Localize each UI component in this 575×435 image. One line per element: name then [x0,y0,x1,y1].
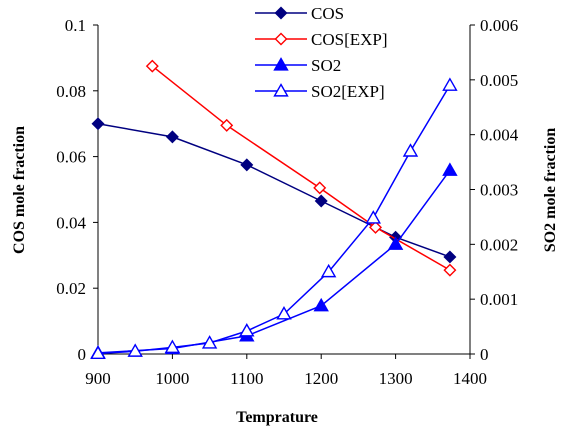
data-point-so2-exp [276,306,292,320]
legend-item-so2: SO2 [255,56,341,75]
x-tick-label: 1100 [230,369,263,388]
series-layer [90,59,458,360]
data-point-cos-exp [145,59,159,73]
y-tick-label: 0.04 [56,213,86,232]
x-tick-label: 1200 [304,369,338,388]
axes-layer: 900 1000 1100 1200 1300 1400 0 0.02 0.04 0.06 0.08… [56,16,519,388]
x-tick-label: 900 [85,369,111,388]
series-line-cos-exp [151,65,451,271]
data-point-so2-exp [201,335,218,349]
legend-item-so2-exp: SO2[EXP] [255,82,385,101]
data-point-so2 [313,297,329,312]
legend-label-so2-exp: SO2[EXP] [311,82,385,101]
legend-marker-cos [274,6,288,20]
series-cos-exp [145,59,457,277]
x-tick-label: 1300 [379,369,413,388]
data-point-so2-exp [365,210,381,224]
y-tick-label: 0.02 [56,279,86,298]
y2-tick-label: 0.005 [480,71,518,90]
legend-label-so2: SO2 [311,56,341,75]
legend-item-cos: COS [255,4,344,23]
data-point-so2-exp [127,343,143,357]
x-axis-title: Temprature [236,409,318,426]
y2-tick-label: 0.003 [480,181,518,200]
legend-label-cos-exp: COS[EXP] [311,30,388,49]
data-point-so2-exp [239,323,255,337]
legend-label-cos: COS [311,4,344,23]
data-point-cos [443,250,457,264]
data-point-so2 [387,236,404,250]
legend-marker-so2 [273,57,289,71]
series-line-so2 [97,169,451,354]
data-point-so2-exp [90,345,106,360]
series-cos [91,117,457,264]
data-point-so2-exp [402,143,419,157]
data-point-cos-exp [369,220,383,234]
y-axis-title: COS mole fraction [11,126,28,254]
legend-item-cos-exp: COS[EXP] [255,30,388,49]
x-tick-label: 1000 [155,369,189,388]
y2-tick-label: 0.002 [480,235,518,254]
data-point-so2-exp [320,263,337,278]
data-point-cos [91,117,105,131]
data-point-cos [240,158,254,172]
series-line-cos [97,122,451,258]
data-point-so2 [442,162,458,176]
data-point-so2-exp [164,339,181,353]
legend-marker-cos-exp [274,32,288,46]
y2-tick-label: 0.001 [480,290,518,309]
y2-tick-label: 0.004 [480,126,519,145]
data-point-cos-exp [220,118,234,132]
legend-marker-so2-exp [273,83,289,97]
y-tick-label: 0.08 [56,82,86,101]
data-point-cos [165,130,179,144]
x-tick-label: 1400 [453,369,487,388]
y2-axis-title: SO2 mole fraction [542,128,559,253]
data-point-cos-exp [443,263,457,277]
series-so2 [90,162,458,359]
data-point-so2-exp [442,77,458,91]
y2-tick-label: 0.006 [480,16,518,35]
y2-tick-label: 0 [480,345,489,364]
series-line-so2-exp [97,84,451,355]
y-tick-label: 0.1 [65,16,86,35]
legend: COS COS[EXP] SO2 SO2[EXP] [255,4,388,101]
y-tick-label: 0.06 [56,148,86,167]
data-point-cos-exp [313,181,327,195]
y-tick-label: 0 [78,345,87,364]
data-point-cos [314,194,328,208]
series-so2-exp [90,77,458,360]
